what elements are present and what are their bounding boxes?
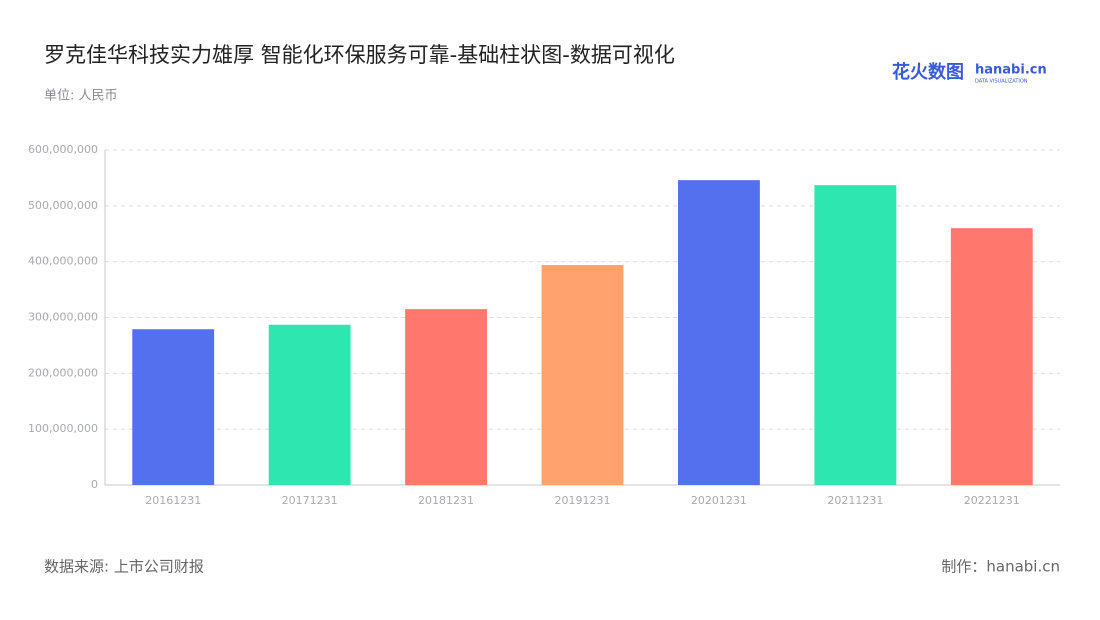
bar xyxy=(814,185,897,486)
source: 数据来源: 上市公司财报 xyxy=(44,558,204,576)
bar xyxy=(268,324,351,485)
logo-brand: hanabi.cn xyxy=(975,63,1047,78)
chart-title: 罗克佳华科技实力雄厚 智能化环保服务可靠-基础柱状图-数据可视化 xyxy=(44,43,675,67)
x-tick-label: 20181231 xyxy=(418,494,474,507)
bar xyxy=(405,309,487,485)
x-tick-label: 20211231 xyxy=(827,494,883,507)
credit: 制作：hanabi.cn xyxy=(941,558,1060,576)
y-tick-label: 500,000,000 xyxy=(28,199,98,212)
y-tick-label: 0 xyxy=(91,478,98,491)
y-tick-label: 400,000,000 xyxy=(28,255,98,268)
chart-subtitle: 单位: 人民币 xyxy=(44,89,118,104)
y-tick-label: 600,000,000 xyxy=(28,143,98,156)
logo-name: 花火数图 xyxy=(892,61,964,83)
bar xyxy=(678,180,760,485)
x-tick-label: 20221231 xyxy=(964,494,1020,507)
bar xyxy=(541,265,624,485)
x-tick-label: 20201231 xyxy=(691,494,747,507)
bar xyxy=(950,228,1033,485)
y-tick-label: 100,000,000 xyxy=(28,422,98,435)
x-tick-label: 20161231 xyxy=(145,494,201,507)
bar xyxy=(132,329,215,485)
x-tick-label: 20171231 xyxy=(282,494,338,507)
logo-tagline: DATA VISUALIZATION xyxy=(975,79,1028,85)
x-tick-label: 20191231 xyxy=(555,494,611,507)
y-tick-label: 200,000,000 xyxy=(28,366,98,379)
y-tick-label: 300,000,000 xyxy=(28,311,98,324)
